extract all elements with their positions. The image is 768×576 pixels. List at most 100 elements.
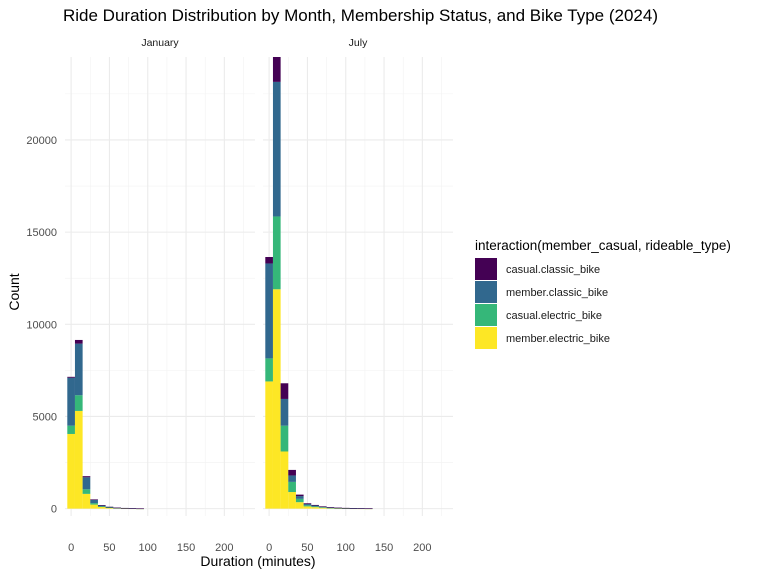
bar-segment-casual-classic-bike xyxy=(280,383,289,399)
bar-segment-casual-classic-bike xyxy=(113,507,121,509)
bar-segment-member-classic-bike xyxy=(318,506,327,508)
bar-segment-casual-classic-bike xyxy=(97,505,106,506)
bar-segment-casual-classic-bike xyxy=(364,508,373,509)
bar-segment-casual-classic-bike xyxy=(288,469,296,476)
y-axis: 0 5000 10000 15000 20000 xyxy=(26,135,57,516)
bar-segment-member-electric-bike xyxy=(311,507,319,509)
bar-segment-member-electric-bike xyxy=(265,381,273,509)
bar-segment-member-classic-bike xyxy=(272,81,281,217)
bar-segment-member-electric-bike xyxy=(74,410,83,509)
bar-segment-member-electric-bike xyxy=(295,502,304,509)
facet-panel-july: July 0 50 100 150 200 xyxy=(263,37,453,554)
bar-segment-member-electric-bike xyxy=(90,504,98,509)
bar-segment-casual-electric-bike xyxy=(272,216,281,290)
bar-segment-casual-classic-bike xyxy=(349,508,358,509)
x-axis-title: Duration (minutes) xyxy=(200,553,315,569)
bar-segment-casual-classic-bike xyxy=(295,494,304,497)
bar-segment-casual-electric-bike xyxy=(326,507,335,509)
legend-label: casual.electric_bike xyxy=(506,310,602,322)
x-tick-label: 200 xyxy=(215,542,233,554)
bar-segment-casual-classic-bike xyxy=(311,504,319,506)
bar-segment-casual-classic-bike xyxy=(272,57,281,82)
bar-segment-casual-electric-bike xyxy=(90,503,98,505)
legend-swatch xyxy=(475,258,497,280)
bar-segment-casual-classic-bike xyxy=(105,506,114,508)
bar-segment-casual-electric-bike xyxy=(97,506,106,508)
x-tick-label: 0 xyxy=(266,542,272,554)
y-tick-label: 10000 xyxy=(26,319,57,331)
x-tick-label: 100 xyxy=(337,542,355,554)
y-tick-label: 0 xyxy=(51,504,57,516)
bar-segment-casual-classic-bike xyxy=(303,503,312,505)
bar-segment-member-electric-bike xyxy=(82,493,91,509)
facet-strip-label: January xyxy=(141,37,179,49)
bar-segment-casual-electric-bike xyxy=(318,507,327,508)
bar-segment-casual-classic-bike xyxy=(357,508,365,509)
bar-segment-casual-classic-bike xyxy=(120,507,129,509)
bar-segment-member-classic-bike xyxy=(288,475,296,482)
bar-segment-member-classic-bike xyxy=(311,505,319,507)
facet-strip-label: July xyxy=(349,37,368,49)
bar-segment-member-classic-bike xyxy=(90,499,98,504)
bar-segment-member-electric-bike xyxy=(303,506,312,509)
bar-segment-member-classic-bike xyxy=(295,496,304,499)
bar-segment-member-electric-bike xyxy=(280,451,289,509)
bar-segment-member-classic-bike xyxy=(97,505,106,507)
bar-segment-casual-classic-bike xyxy=(136,508,144,510)
bar-segment-casual-electric-bike xyxy=(67,425,75,434)
bar-segment-casual-classic-bike xyxy=(334,507,342,509)
bar-segment-casual-electric-bike xyxy=(311,506,319,508)
legend-swatch xyxy=(475,327,497,349)
bar-segment-casual-classic-bike xyxy=(67,376,75,378)
bar-segment-casual-classic-bike xyxy=(341,507,350,509)
bar-segment-casual-electric-bike xyxy=(82,489,91,494)
bar-segment-member-electric-bike xyxy=(272,289,281,509)
y-tick-label: 20000 xyxy=(26,135,57,147)
legend: interaction(member_casual, rideable_type… xyxy=(475,238,731,349)
bar-segment-member-classic-bike xyxy=(303,504,312,506)
bar-segment-casual-classic-bike xyxy=(265,257,273,264)
bar-segment-member-electric-bike xyxy=(105,507,114,509)
bar-segment-casual-electric-bike xyxy=(288,481,296,493)
legend-swatch xyxy=(475,304,497,326)
bar-segment-member-electric-bike xyxy=(97,506,106,509)
bar-segment-casual-electric-bike xyxy=(74,395,83,411)
legend-label: casual.classic_bike xyxy=(506,264,600,276)
legend-label: member.classic_bike xyxy=(506,287,608,299)
bar-segment-member-electric-bike xyxy=(288,492,296,509)
bar-segment-casual-classic-bike xyxy=(82,476,91,478)
x-tick-label: 0 xyxy=(68,542,74,554)
bar-segment-member-electric-bike xyxy=(67,433,75,509)
bar-segment-member-classic-bike xyxy=(280,398,289,426)
bar-segment-member-classic-bike xyxy=(67,377,75,426)
legend-title: interaction(member_casual, rideable_type… xyxy=(475,238,731,253)
bar-segment-casual-electric-bike xyxy=(295,498,304,503)
bar-segment-casual-classic-bike xyxy=(318,506,327,507)
facet-panels: January 0 50 100 150 200 July 0 50 100 150 200 xyxy=(65,37,453,554)
bar-segment-member-classic-bike xyxy=(82,477,91,490)
y-tick-label: 15000 xyxy=(26,227,57,239)
x-tick-label: 100 xyxy=(139,542,157,554)
bar-segment-casual-electric-bike xyxy=(265,358,273,382)
legend-label: member.electric_bike xyxy=(506,333,610,345)
y-axis-title: Count xyxy=(6,273,22,310)
x-tick-label: 150 xyxy=(375,542,393,554)
bar-segment-casual-classic-bike xyxy=(74,339,83,344)
bar-segment-casual-classic-bike xyxy=(326,507,335,508)
legend-items: casual.classic_bike member.classic_bikeca… xyxy=(475,258,610,349)
bar-segment-member-classic-bike xyxy=(74,343,83,396)
x-tick-label: 50 xyxy=(301,542,313,554)
bar-segment-casual-classic-bike xyxy=(90,499,98,501)
facet-panel-january: January 0 50 100 150 200 xyxy=(65,37,255,554)
legend-swatch xyxy=(475,281,497,303)
bar-segment-casual-electric-bike xyxy=(105,507,114,509)
bar-segment-casual-electric-bike xyxy=(280,425,289,452)
bar-segment-casual-classic-bike xyxy=(128,508,137,509)
bar-segment-member-classic-bike xyxy=(265,263,273,359)
bar-segment-member-electric-bike xyxy=(318,507,327,509)
x-tick-label: 50 xyxy=(103,542,115,554)
x-tick-label: 150 xyxy=(177,542,195,554)
y-tick-label: 5000 xyxy=(33,411,57,423)
x-tick-label: 200 xyxy=(413,542,431,554)
